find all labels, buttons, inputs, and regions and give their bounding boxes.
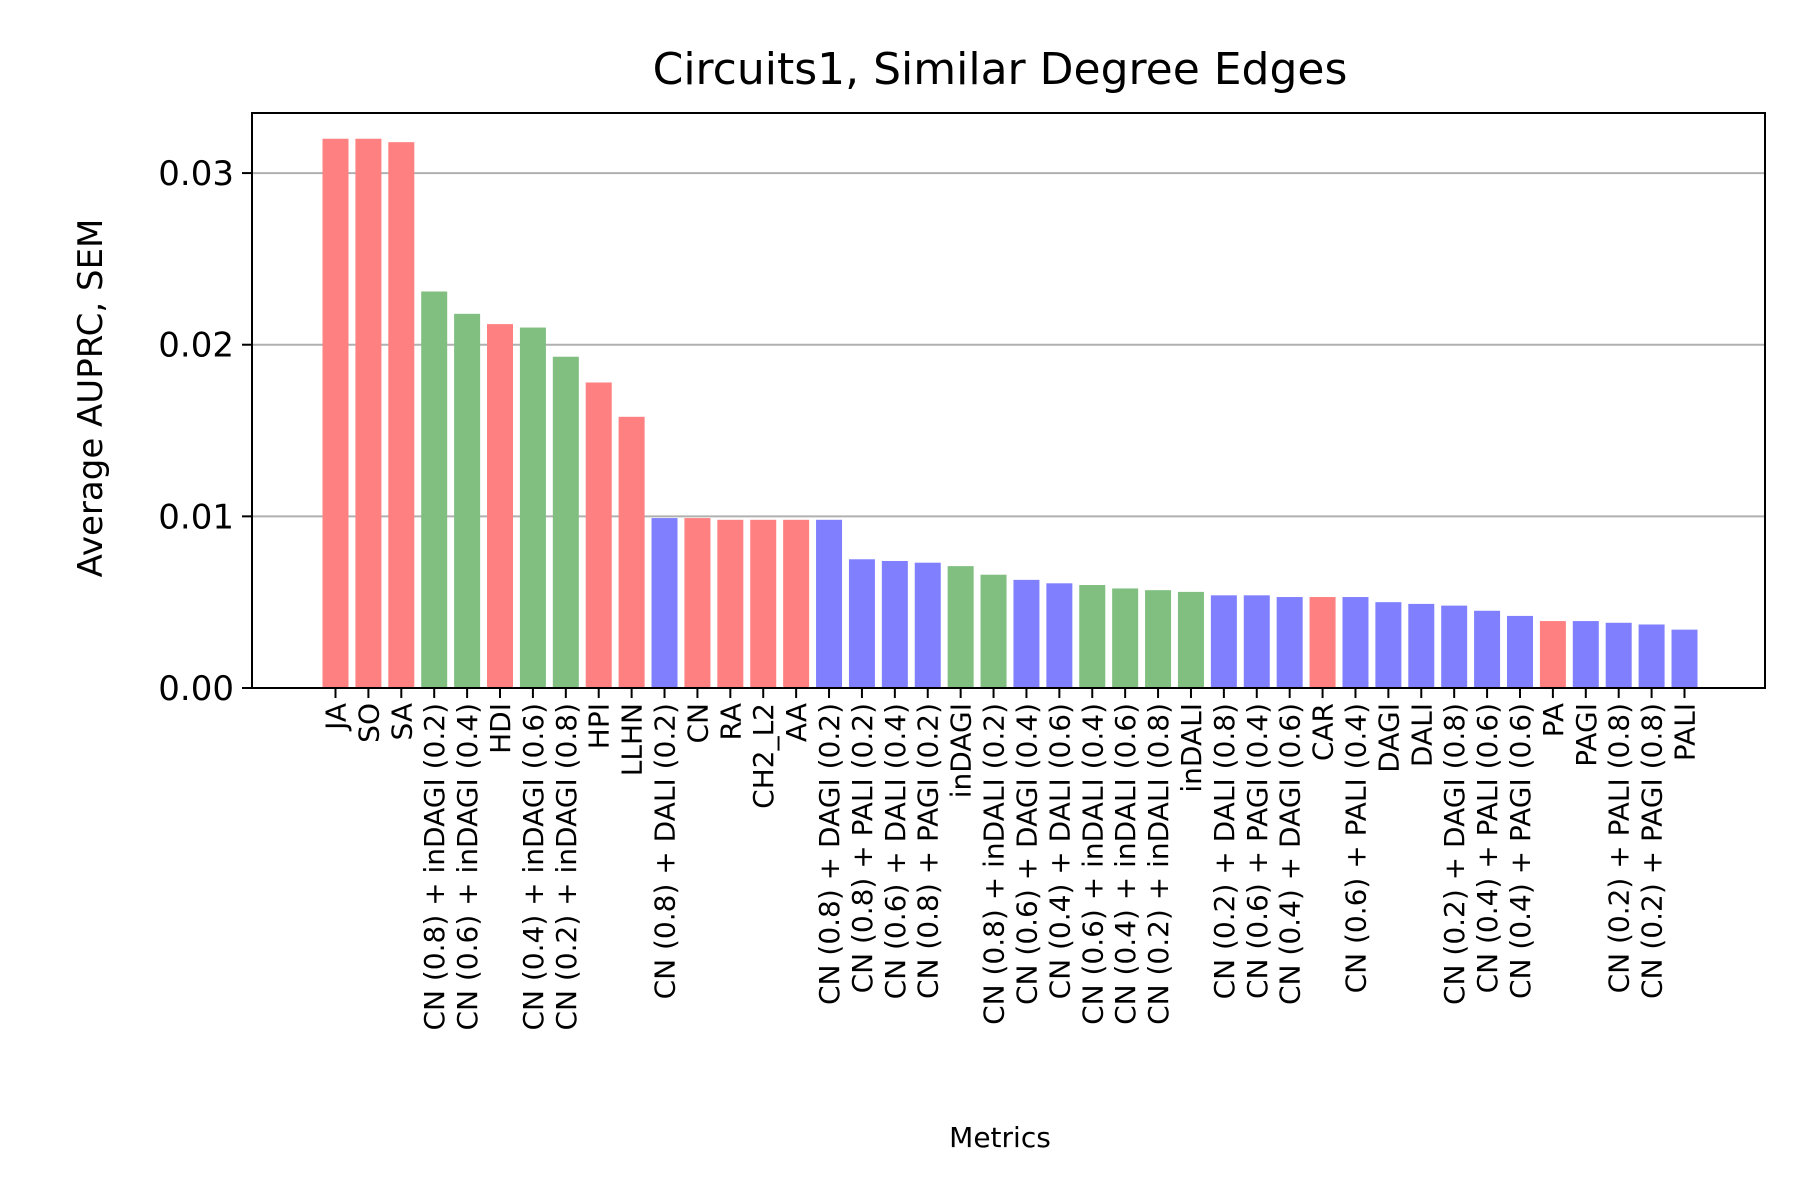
- bar: [1309, 597, 1336, 688]
- x-tick-label: CN (0.8) + inDALI (0.2): [978, 703, 1011, 1025]
- bar: [1638, 624, 1665, 688]
- bar: [914, 562, 941, 688]
- x-tick-label: CN: [681, 703, 714, 744]
- bar: [618, 416, 645, 688]
- x-tick-label: SA: [385, 703, 418, 740]
- x-tick-label: CN (0.2) + inDALI (0.8): [1142, 703, 1175, 1025]
- y-tick-label: 0.02: [158, 326, 234, 366]
- bar: [1605, 622, 1632, 688]
- x-tick-label: CN (0.4) + PAGI (0.6): [1504, 703, 1537, 999]
- x-tick-label: AA: [780, 703, 813, 742]
- x-tick-label: inDALI: [1175, 703, 1208, 793]
- y-axis-label: Average AUPRC, SEM: [71, 219, 111, 578]
- bar: [1506, 615, 1533, 688]
- x-tick-label: CN (0.8) + DAGI (0.2): [813, 703, 846, 1005]
- bar: [848, 559, 875, 688]
- bar: [980, 574, 1007, 688]
- x-tick-label: PAGI: [1570, 703, 1603, 767]
- x-tick-label: CAR: [1307, 703, 1340, 761]
- bar: [454, 313, 481, 688]
- bar: [816, 519, 843, 688]
- bar: [1342, 597, 1369, 688]
- bar: [519, 327, 546, 688]
- x-tick-label: CN (0.2) + PAGI (0.8): [1636, 703, 1669, 999]
- x-tick-label: SO: [352, 703, 385, 743]
- y-tick-label: 0.01: [158, 497, 234, 537]
- x-tick-label: CN (0.2) + DALI (0.8): [1208, 703, 1241, 999]
- bar: [552, 356, 579, 688]
- bar: [1408, 603, 1435, 688]
- bar: [1276, 597, 1303, 688]
- bar: [355, 138, 382, 688]
- bar: [1671, 629, 1698, 688]
- x-tick-label: CN (0.2) + PALI (0.8): [1603, 703, 1636, 993]
- bar: [1375, 602, 1402, 688]
- x-tick-label: inDAGI: [945, 703, 978, 798]
- bar: [684, 518, 711, 688]
- x-tick-label: CN (0.6) + DAGI (0.4): [1010, 703, 1043, 1005]
- bar: [1177, 591, 1204, 688]
- x-tick-label: PA: [1537, 703, 1570, 737]
- x-tick-label: CN (0.4) + inDALI (0.6): [1109, 703, 1142, 1025]
- bar: [1243, 595, 1270, 688]
- bar: [1013, 579, 1040, 688]
- x-tick-label: HPI: [583, 703, 616, 749]
- y-tick-label: 0.00: [158, 669, 234, 709]
- x-tick-label: CN (0.6) + PALI (0.4): [1339, 703, 1372, 993]
- bar: [783, 519, 810, 688]
- x-axis-label: Metrics: [949, 1121, 1051, 1154]
- bar: [388, 142, 415, 689]
- x-axis: JA SO SA CN (0.8) + inDAGI (0.2) CN (0.6) + …: [320, 688, 1702, 1031]
- x-tick-label: CN (0.8) + inDAGI (0.2): [418, 703, 451, 1031]
- bar: [421, 291, 448, 688]
- x-tick-label: DALI: [1405, 703, 1438, 767]
- bar: [1112, 588, 1139, 688]
- bar: [1145, 590, 1172, 688]
- x-tick-label: LLHN: [616, 703, 649, 776]
- x-tick-label: CN (0.2) + inDAGI (0.8): [550, 703, 583, 1031]
- bars: [322, 138, 1698, 689]
- x-tick-label: CH2_L2: [747, 703, 780, 809]
- plot-frame: [251, 112, 1766, 689]
- x-tick-label: JA: [320, 703, 353, 732]
- bar: [1210, 595, 1237, 688]
- bar: [947, 566, 974, 688]
- bar: [1539, 621, 1566, 688]
- x-tick-label: CN (0.6) + DALI (0.4): [879, 703, 912, 999]
- bar: [585, 382, 612, 688]
- chart-title: Circuits1, Similar Degree Edges: [653, 44, 1348, 95]
- bar: [1079, 585, 1106, 688]
- bar: [1441, 605, 1468, 688]
- bar: [717, 519, 744, 688]
- x-tick-label: HDI: [484, 703, 517, 754]
- bar: [1474, 610, 1501, 688]
- bar: [881, 560, 908, 688]
- x-tick-label: CN (0.8) + PAGI (0.2): [912, 703, 945, 999]
- bar: [1046, 583, 1073, 688]
- bar: [1572, 621, 1599, 688]
- x-tick-label: DAGI: [1372, 703, 1405, 773]
- x-tick-label: CN (0.6) + inDAGI (0.4): [451, 703, 484, 1031]
- y-tick-label: 0.03: [158, 154, 234, 194]
- bar: [750, 519, 777, 688]
- y-axis: 0.00 0.01 0.02 0.03: [158, 154, 252, 709]
- x-tick-label: CN (0.4) + DALI (0.6): [1043, 703, 1076, 999]
- x-tick-label: RA: [714, 703, 747, 740]
- x-tick-label: CN (0.4) + PALI (0.6): [1471, 703, 1504, 993]
- x-tick-label: CN (0.4) + DAGI (0.6): [1274, 703, 1307, 1005]
- x-tick-label: CN (0.4) + inDAGI (0.6): [517, 703, 550, 1031]
- x-tick-label: PALI: [1669, 703, 1702, 761]
- bar: [487, 324, 514, 688]
- bar: [651, 518, 678, 688]
- x-tick-label: CN (0.2) + DAGI (0.8): [1438, 703, 1471, 1005]
- bar: [322, 138, 349, 688]
- x-tick-label: CN (0.8) + PALI (0.2): [846, 703, 879, 993]
- x-tick-label: CN (0.6) + inDALI (0.4): [1076, 703, 1109, 1025]
- x-tick-label: CN (0.6) + PAGI (0.4): [1241, 703, 1274, 999]
- x-tick-label: CN (0.8) + DALI (0.2): [649, 703, 682, 999]
